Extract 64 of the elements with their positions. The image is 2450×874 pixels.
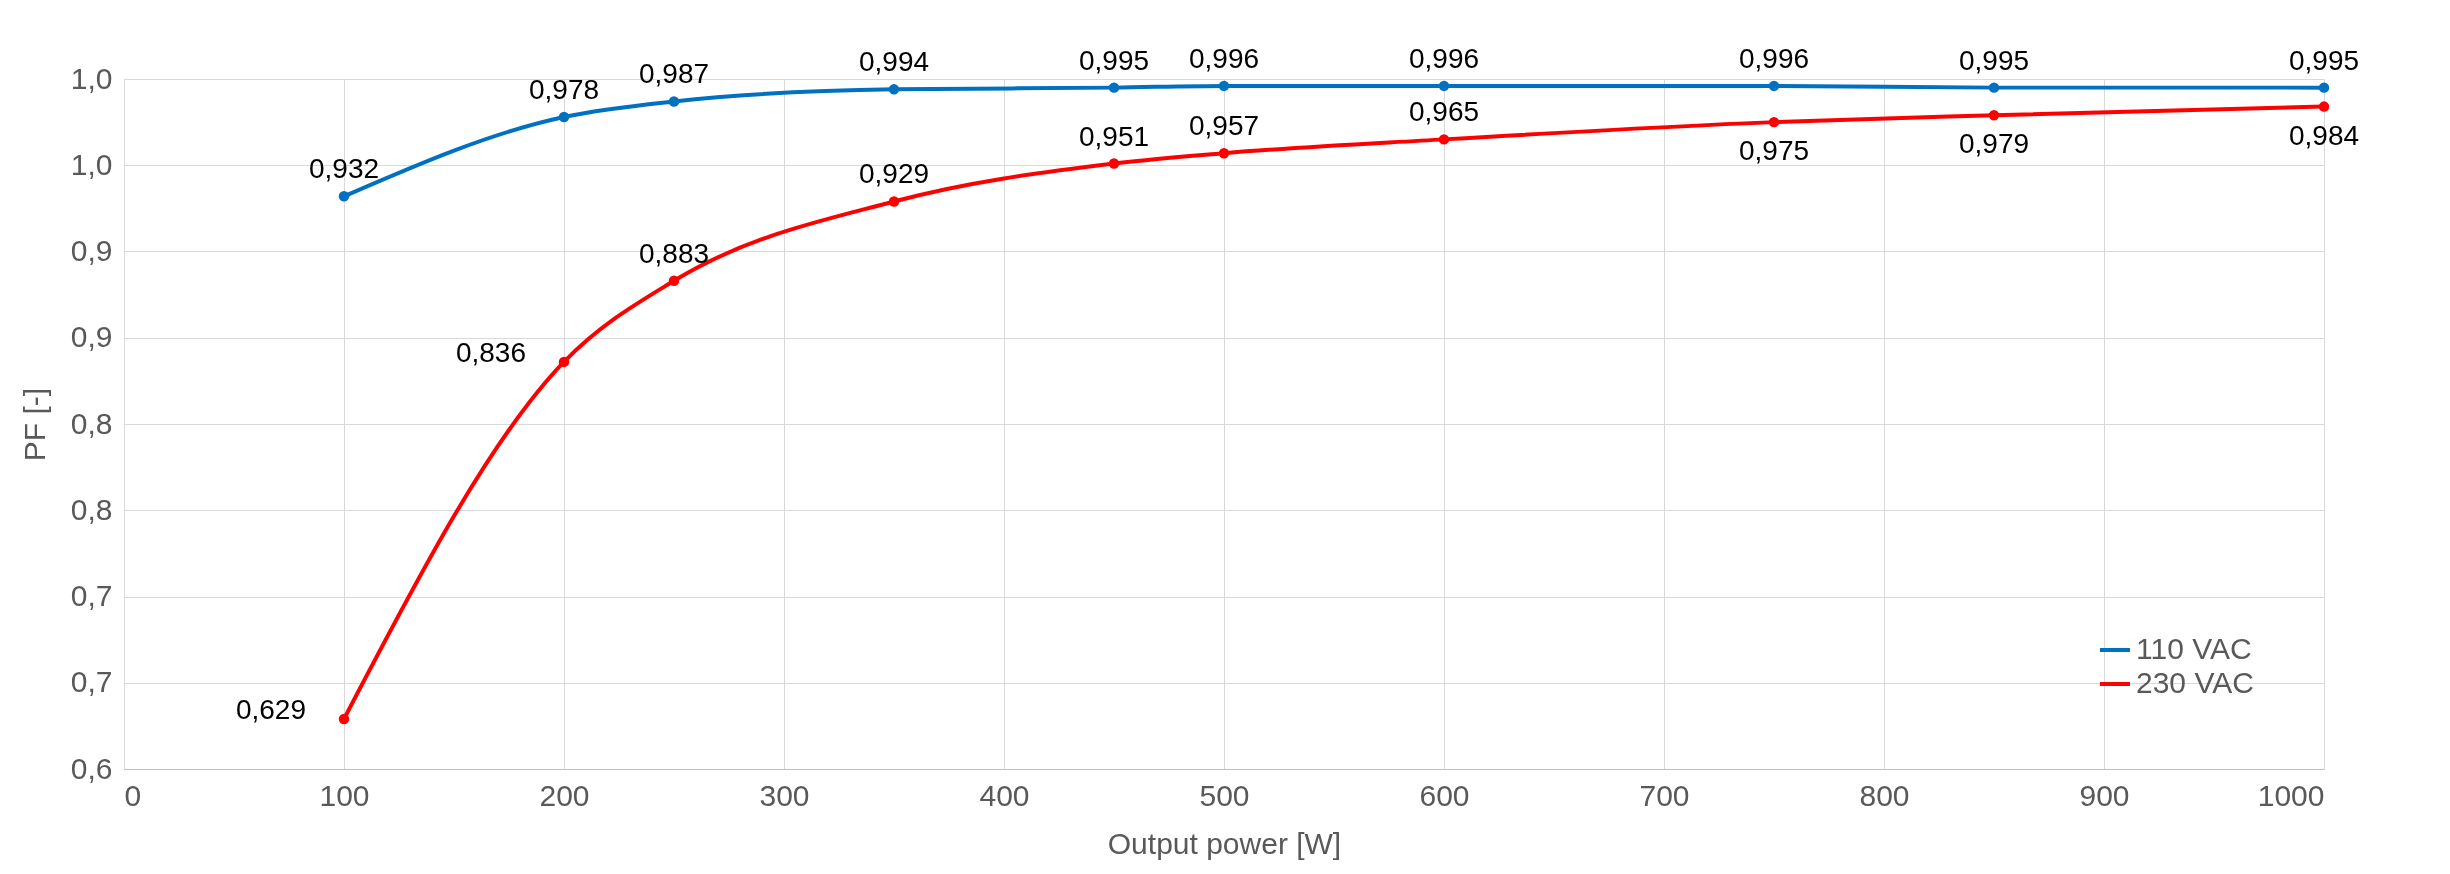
data-label: 0,995: [1958, 44, 2030, 76]
x-tick-label: 1000: [2257, 778, 2325, 812]
data-label: 0,975: [1738, 135, 1810, 167]
y-tick-label: 0,9: [70, 234, 113, 267]
x-tick-label: 400: [979, 778, 1030, 812]
legend-label: 230 VAC: [2136, 666, 2254, 699]
x-tick-label: 300: [759, 778, 810, 812]
legend-label: 110 VAC: [2136, 632, 2252, 665]
point: [1218, 80, 1230, 92]
point: [888, 196, 900, 207]
y-tick-label: 0,6: [70, 751, 113, 785]
point: [338, 713, 350, 725]
point: [338, 191, 350, 202]
data-label: 0,996: [1408, 42, 1480, 74]
point: [2318, 101, 2330, 112]
point: [1438, 80, 1450, 92]
data-label: 0,929: [858, 158, 930, 190]
y-tick-label: 0,9: [70, 320, 113, 354]
point: [558, 111, 570, 123]
data-label: 0,996: [1188, 42, 1260, 74]
data-label: 0,978: [528, 73, 600, 105]
x-tick-label: 500: [1199, 778, 1250, 812]
data-label: 0,979: [1958, 128, 2030, 160]
point: [1768, 80, 1780, 92]
y-tick-label: 1,0: [70, 147, 113, 181]
point: [1988, 82, 2000, 93]
point: [558, 356, 570, 368]
point: [1768, 116, 1780, 128]
x-tick-label: 700: [1639, 778, 1690, 812]
x-tick-label: 900: [2079, 778, 2130, 812]
data-label: 0,629: [235, 693, 306, 725]
data-label: 0,987: [638, 58, 710, 90]
point: [1438, 134, 1450, 145]
data-label: 0,984: [2288, 119, 2360, 151]
point: [888, 84, 900, 95]
data-label: 0,836: [455, 336, 526, 368]
data-label: 0,932: [308, 153, 380, 185]
data-label: 0,957: [1188, 110, 1260, 142]
point: [1108, 158, 1120, 169]
point: [1108, 82, 1120, 93]
x-tick-label: 0: [124, 778, 142, 812]
y-tick-label: 1,0: [70, 61, 113, 95]
y-tick-label: 0,7: [70, 665, 113, 699]
data-label: 0,996: [1738, 42, 1810, 74]
data-label: 0,995: [2288, 44, 2360, 76]
x-tick-label: 600: [1419, 778, 1470, 812]
y-tick-label: 0,8: [70, 406, 113, 440]
point: [668, 96, 680, 107]
data-label: 0,951: [1078, 120, 1150, 152]
y-axis-title: PF [-]: [17, 387, 51, 462]
point: [2318, 82, 2330, 93]
point: [1218, 147, 1230, 159]
data-label: 0,995: [1078, 44, 1150, 76]
x-tick-label: 800: [1859, 778, 1910, 812]
y-tick-label: 0,7: [70, 579, 113, 612]
data-label: 0,965: [1408, 96, 1480, 128]
point: [1988, 109, 2000, 121]
point: [668, 275, 680, 287]
x-axis-title: Output power [W]: [1107, 826, 1342, 860]
x-tick-label: 100: [319, 778, 370, 812]
y-tick-label: 0,8: [70, 492, 113, 526]
data-label: 0,883: [638, 237, 710, 269]
data-label: 0,994: [858, 46, 930, 78]
x-tick-label: 200: [539, 778, 590, 812]
